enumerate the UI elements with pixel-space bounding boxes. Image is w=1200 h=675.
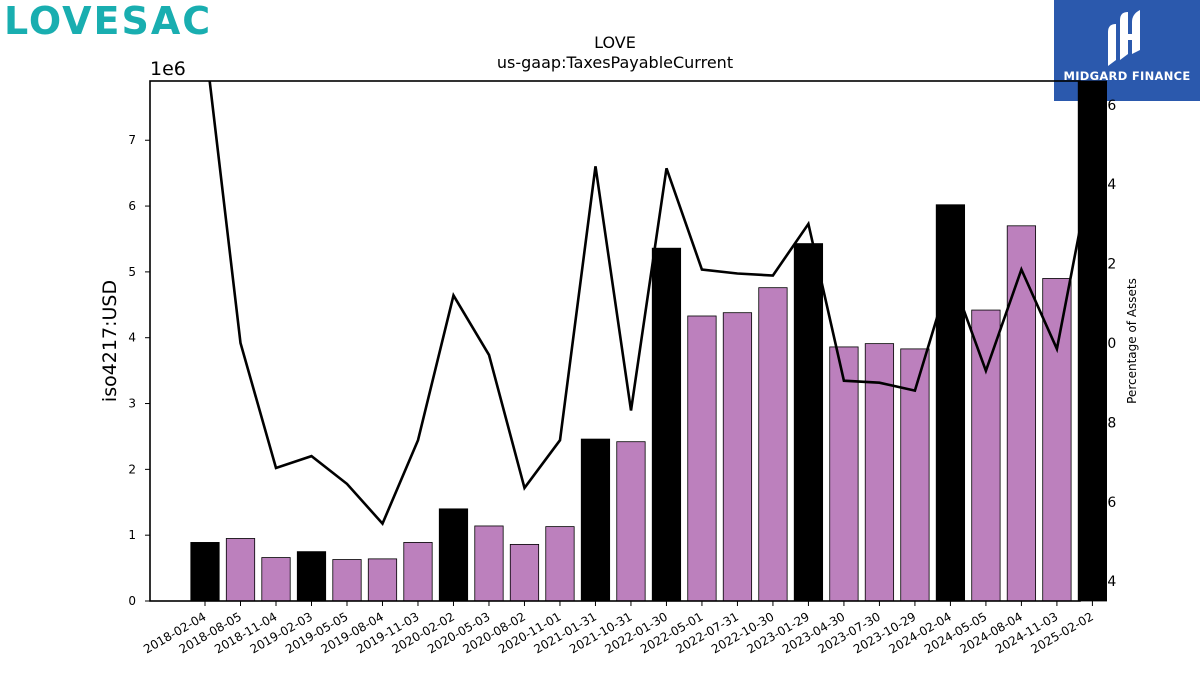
chart-title: LOVE (594, 33, 636, 52)
bar-2019-05-05 (332, 559, 362, 602)
bar-2023-01-29 (793, 243, 824, 602)
bar-2018-08-05 (225, 538, 256, 602)
bar-2023-04-30 (829, 346, 859, 602)
y-tick-label: 3 (128, 397, 136, 411)
chart-subtitle: us-gaap:TaxesPayableCurrent (497, 53, 733, 72)
y2-tick-label: 1.2 (1094, 257, 1116, 273)
bar-2023-07-30 (864, 343, 895, 602)
bar-2022-05-01 (687, 315, 717, 602)
bar-2022-01-30 (651, 247, 682, 602)
y2-tick-label: 0.4 (1094, 574, 1116, 590)
bar-2020-08-02 (509, 543, 540, 602)
y2-tick-label: 0.6 (1094, 495, 1116, 511)
y-tick-label: 2 (128, 462, 136, 476)
midgard-logo-icon (1108, 10, 1140, 66)
bar-2020-11-01 (545, 526, 575, 602)
bar-2018-11-04 (261, 557, 291, 602)
y2-tick-label: 1.0 (1094, 336, 1116, 352)
bar-2020-05-03 (474, 525, 504, 602)
bar-2021-01-31 (580, 438, 611, 602)
y-tick-label: 6 (128, 199, 136, 213)
y-axis-label: iso4217:USD (99, 280, 121, 402)
y-offset-label: 1e6 (150, 58, 186, 80)
bar-2021-10-31 (616, 441, 646, 602)
y-tick-label: 7 (128, 133, 136, 147)
y2-tick-label: 0.8 (1094, 415, 1116, 431)
bar-2022-10-30 (758, 287, 788, 602)
lovesac-logo: LOVESAC (4, 0, 213, 43)
bar-2022-07-31 (722, 312, 753, 602)
bar-2024-05-05 (971, 309, 1001, 602)
y-tick-label: 5 (128, 265, 136, 279)
y2-tick-label: 1.4 (1094, 177, 1116, 193)
y2-axis-label: Percentage of Assets (1125, 278, 1139, 404)
percentage-of-assets-line (208, 81, 1080, 526)
bar-2024-11-03 (1042, 278, 1072, 602)
y-tick-label: 1 (128, 528, 136, 542)
y-tick-label: 4 (128, 331, 136, 345)
bar-2018-02-04 (190, 542, 220, 602)
midgard-logo-text: MIDGARD FINANCE (1063, 69, 1191, 83)
bar-2019-11-03 (403, 542, 433, 602)
bar-2024-08-04 (1006, 225, 1037, 602)
bar-2019-02-03 (296, 551, 327, 602)
plot-frame (149, 80, 1081, 602)
y2-tick-label: 1.6 (1094, 98, 1116, 114)
bar-2024-02-04 (935, 204, 966, 602)
bar-2020-02-02 (438, 508, 469, 602)
y-tick-label: 0 (128, 594, 136, 608)
bar-2019-08-04 (367, 558, 398, 602)
